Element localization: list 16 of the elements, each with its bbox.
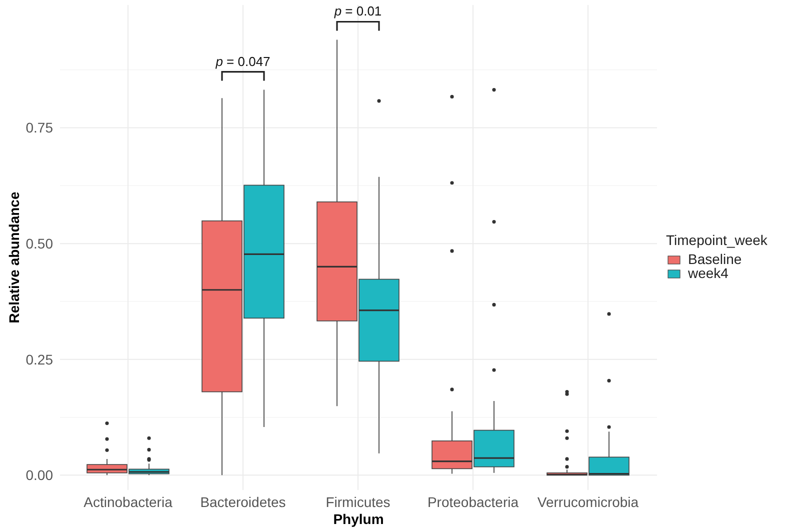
- legend-label: week4: [687, 265, 729, 281]
- y-axis-title: Relative abundance: [6, 192, 22, 324]
- x-tick-label: Verrucomicrobia: [537, 494, 639, 510]
- x-axis-title: Phylum: [333, 511, 384, 527]
- annotation: p = 0.047: [214, 54, 270, 69]
- y-tick-label: 0.25: [26, 351, 54, 368]
- x-tick-label: Actinobacteria: [84, 494, 173, 510]
- y-tick-label: 0.75: [26, 120, 54, 136]
- y-tick-label: 0.00: [26, 467, 54, 484]
- legend-label: Baseline: [688, 251, 742, 267]
- legend-title: Timepoint_week: [666, 232, 768, 248]
- x-tick-label: Firmicutes: [326, 494, 390, 510]
- x-tick-label: Proteobacteria: [427, 494, 519, 510]
- annotation: p = 0.01: [333, 4, 382, 19]
- x-tick-label: Bacteroidetes: [200, 494, 286, 510]
- y-tick-label: 0.50: [26, 235, 54, 252]
